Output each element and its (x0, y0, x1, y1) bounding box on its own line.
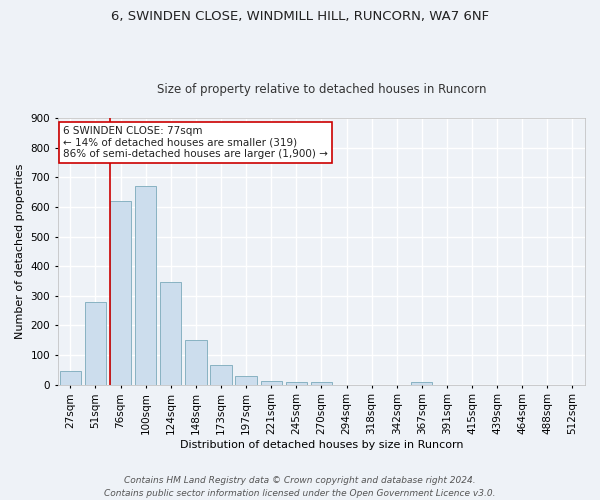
Y-axis label: Number of detached properties: Number of detached properties (15, 164, 25, 339)
Text: 6, SWINDEN CLOSE, WINDMILL HILL, RUNCORN, WA7 6NF: 6, SWINDEN CLOSE, WINDMILL HILL, RUNCORN… (111, 10, 489, 23)
Bar (110, 201, 131, 384)
Title: Size of property relative to detached houses in Runcorn: Size of property relative to detached ho… (157, 83, 486, 96)
Bar (135, 186, 157, 384)
Bar (185, 340, 206, 384)
Bar (235, 376, 257, 384)
Bar (160, 282, 181, 384)
Bar (60, 372, 81, 384)
Bar (260, 380, 282, 384)
Bar (85, 302, 106, 384)
Bar (286, 382, 307, 384)
Text: Contains HM Land Registry data © Crown copyright and database right 2024.
Contai: Contains HM Land Registry data © Crown c… (104, 476, 496, 498)
Text: 6 SWINDEN CLOSE: 77sqm
← 14% of detached houses are smaller (319)
86% of semi-de: 6 SWINDEN CLOSE: 77sqm ← 14% of detached… (63, 126, 328, 159)
Bar (211, 366, 232, 384)
Bar (411, 382, 433, 384)
Bar (311, 382, 332, 384)
X-axis label: Distribution of detached houses by size in Runcorn: Distribution of detached houses by size … (179, 440, 463, 450)
